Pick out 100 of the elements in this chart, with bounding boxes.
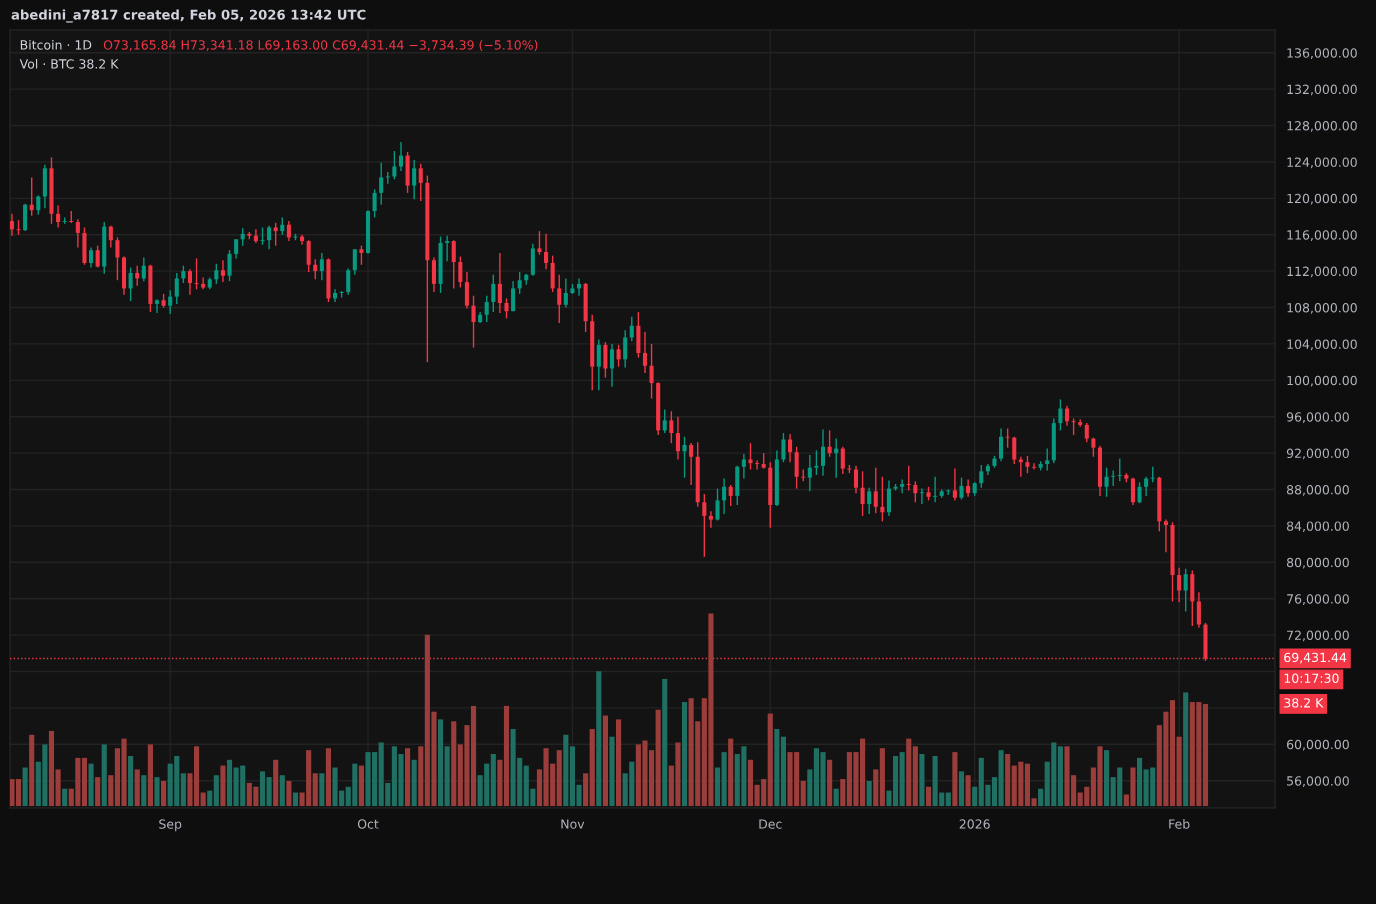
bar [945, 792, 951, 806]
candlestick [1058, 398, 1063, 432]
candlestick [741, 453, 746, 480]
bar [780, 736, 787, 806]
bar [444, 746, 450, 806]
x-tick-label: 2026 [959, 819, 990, 829]
bar [952, 752, 958, 806]
candlestick [629, 315, 634, 342]
y-tick-label: 88,000.00 [1286, 484, 1349, 496]
candlestick [933, 476, 938, 503]
bar [81, 757, 88, 806]
y-tick-label: 92,000.00 [1286, 448, 1349, 460]
candlestick [544, 233, 549, 271]
candlestick [418, 163, 423, 202]
candlestick [675, 416, 680, 461]
bar [497, 759, 503, 806]
candlestick [154, 298, 160, 314]
candlestick [906, 465, 911, 492]
candlestick [603, 341, 608, 379]
candlestick [346, 267, 351, 296]
x-tick-label: Dec [759, 819, 782, 829]
bar [906, 738, 912, 806]
candlestick [642, 331, 648, 374]
candlestick [511, 280, 516, 312]
bar [147, 744, 153, 806]
y-tick-label: 60,000.00 [1286, 739, 1349, 751]
candlestick [1137, 481, 1142, 504]
candlestick [115, 236, 120, 281]
bar [556, 750, 562, 806]
bar [180, 773, 186, 806]
y-tick-label: 100,000.00 [1287, 375, 1357, 387]
bar [899, 752, 905, 806]
ref-line-label: 69,431.44 [1284, 652, 1347, 664]
bar [503, 705, 510, 806]
bar [319, 773, 325, 806]
bar [470, 705, 477, 806]
candlestick [36, 194, 41, 216]
y-tick-label: 124,000.00 [1287, 157, 1357, 169]
bar [15, 779, 22, 806]
y-tick-label: 136,000.00 [1287, 48, 1357, 59]
candlestick [372, 188, 377, 219]
candlestick [755, 459, 760, 471]
candlestick [504, 297, 509, 320]
candlestick [1084, 422, 1089, 443]
bar [958, 771, 965, 806]
bar [1005, 754, 1011, 806]
y-tick-label: 76,000.00 [1287, 594, 1349, 605]
candlestick [392, 150, 397, 180]
candlestick [517, 271, 522, 295]
bar [266, 777, 272, 806]
candlestick [1111, 469, 1116, 487]
text: O73,165.84 H73,341.18 L69,163.00 C69,431.44 −3,734.39 (−5.10%) [103, 39, 538, 52]
x-tick-label: Feb [1169, 819, 1190, 829]
candlestick [596, 338, 601, 392]
y-tick-label: 120,000.00 [1287, 193, 1357, 205]
candlestick [379, 162, 384, 206]
candlestick [352, 248, 357, 276]
candlestick [788, 433, 793, 463]
bar [161, 780, 167, 806]
candlestick [497, 252, 502, 314]
candlestick [319, 252, 324, 281]
candlestick [669, 410, 674, 444]
y-tick-label: 104,000.00 [1287, 339, 1357, 351]
x-tick-label: Sep [159, 819, 182, 832]
bar [490, 754, 496, 806]
bar [714, 767, 721, 806]
candlestick [220, 259, 225, 283]
bar [279, 775, 285, 806]
bar [1057, 746, 1063, 806]
bar [213, 775, 219, 806]
candlestick [919, 487, 924, 505]
candlestick [56, 204, 61, 229]
candlestick [75, 218, 80, 249]
bar [728, 738, 734, 806]
bar [405, 748, 411, 806]
candlestick [715, 487, 720, 522]
bar [807, 769, 813, 806]
candlestick [807, 454, 812, 493]
bar [134, 769, 140, 806]
candlestick [900, 478, 905, 494]
candlestick [141, 256, 146, 282]
bar [220, 765, 226, 806]
chart-title: Vol · BTC 38.2 K [19, 58, 119, 69]
candlestick [840, 446, 845, 475]
bar [589, 728, 595, 806]
x-tick-label: Oct [357, 819, 379, 829]
candlestick [853, 465, 859, 494]
bar [207, 790, 213, 806]
candlestick [306, 239, 311, 273]
bar [919, 754, 925, 806]
bar [583, 773, 589, 806]
candlestick [537, 230, 542, 256]
candlestick [253, 228, 258, 244]
candlestick [359, 244, 364, 266]
candlestick [10, 213, 14, 237]
text: 38.2 K [1284, 698, 1324, 708]
bar [1176, 736, 1182, 806]
candlestick [609, 343, 615, 388]
candlestick [886, 479, 891, 517]
candlestick [313, 258, 318, 281]
